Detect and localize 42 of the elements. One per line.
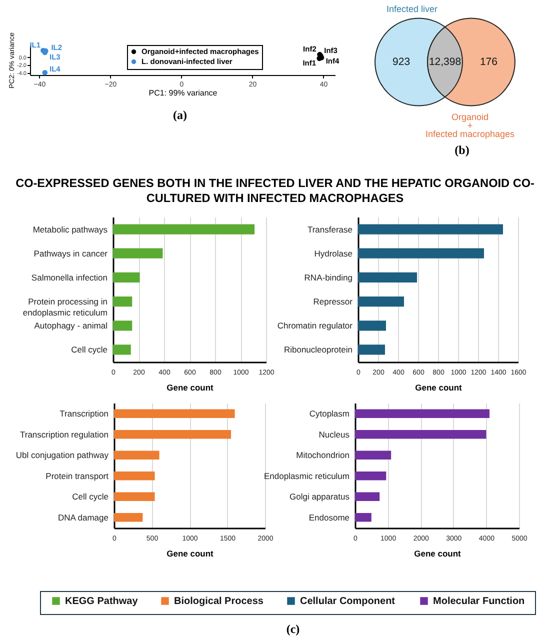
y-tick-label: Chromatin regulator <box>277 320 353 331</box>
y-tick-label: Metabolic pathways <box>32 224 108 234</box>
data-label: 923 <box>392 56 410 68</box>
x-axis-title: PC1: 99% variance <box>148 88 218 98</box>
y-tick-label: Protein processing in endoplasmic reticulum <box>22 296 108 318</box>
y-tick-label: Salmonella infection <box>31 272 108 282</box>
text: Infected liver <box>386 4 438 14</box>
y-tick-label: RNA-binding <box>304 272 353 282</box>
y-tick-label: Pathways in cancer <box>34 248 108 258</box>
y-tick-label: Endosome <box>308 512 350 522</box>
legend-label: Cellular Component <box>300 596 396 607</box>
y-tick-label: Endoplasmic reticulum <box>264 470 350 481</box>
data-label: 12,398 <box>428 56 462 68</box>
x-axis-title: Gene count <box>415 382 462 392</box>
y-tick-label: Hydrolase <box>314 248 353 258</box>
y-tick-label: DNA damage <box>58 512 109 522</box>
y-tick-label: Transferase <box>307 224 353 234</box>
chart-title: CO-EXPRESSED GENES BOTH IN THE INFECTED LIVER AND THE HEPATIC ORGANOID CO-CULTURED WITH INFECTED MACROPHAGES <box>16 176 535 206</box>
text: (c) <box>286 622 300 636</box>
x-axis-title: Gene count <box>166 382 214 392</box>
legend-label: KEGG Pathway <box>65 596 138 607</box>
y-tick-label: Repressor <box>313 296 353 307</box>
y-tick-label: Golgi apparatus <box>289 492 350 502</box>
y-tick-label: Autophagy - animal <box>34 320 108 331</box>
y-tick-label: Transcription <box>60 408 109 419</box>
y-tick-label: Ribonucleoprotein <box>284 344 353 355</box>
y-tick-label: Transcription regulation <box>20 429 109 440</box>
x-axis-title: Gene count <box>414 548 462 558</box>
text: Organoid + Infected macrophages <box>425 112 516 139</box>
text: (a) <box>173 108 187 122</box>
y-tick-label: Nucleus <box>318 429 350 440</box>
y-tick-label: Mitochondrion <box>296 450 350 460</box>
y-tick-label: Ubl conjugation pathway <box>16 450 110 460</box>
text: (b) <box>454 143 470 157</box>
y-tick-label: Protein transport <box>46 470 110 481</box>
data-label: 176 <box>480 56 498 68</box>
legend-label: Biological Process <box>174 596 264 607</box>
y-tick-label: Cytoplasm <box>309 408 350 419</box>
legend-label: Molecular Function <box>433 596 525 607</box>
y-tick-label: Cell cycle <box>71 344 108 355</box>
x-axis-title: Gene count <box>166 548 214 558</box>
y-tick-label: Cell cycle <box>72 492 109 502</box>
